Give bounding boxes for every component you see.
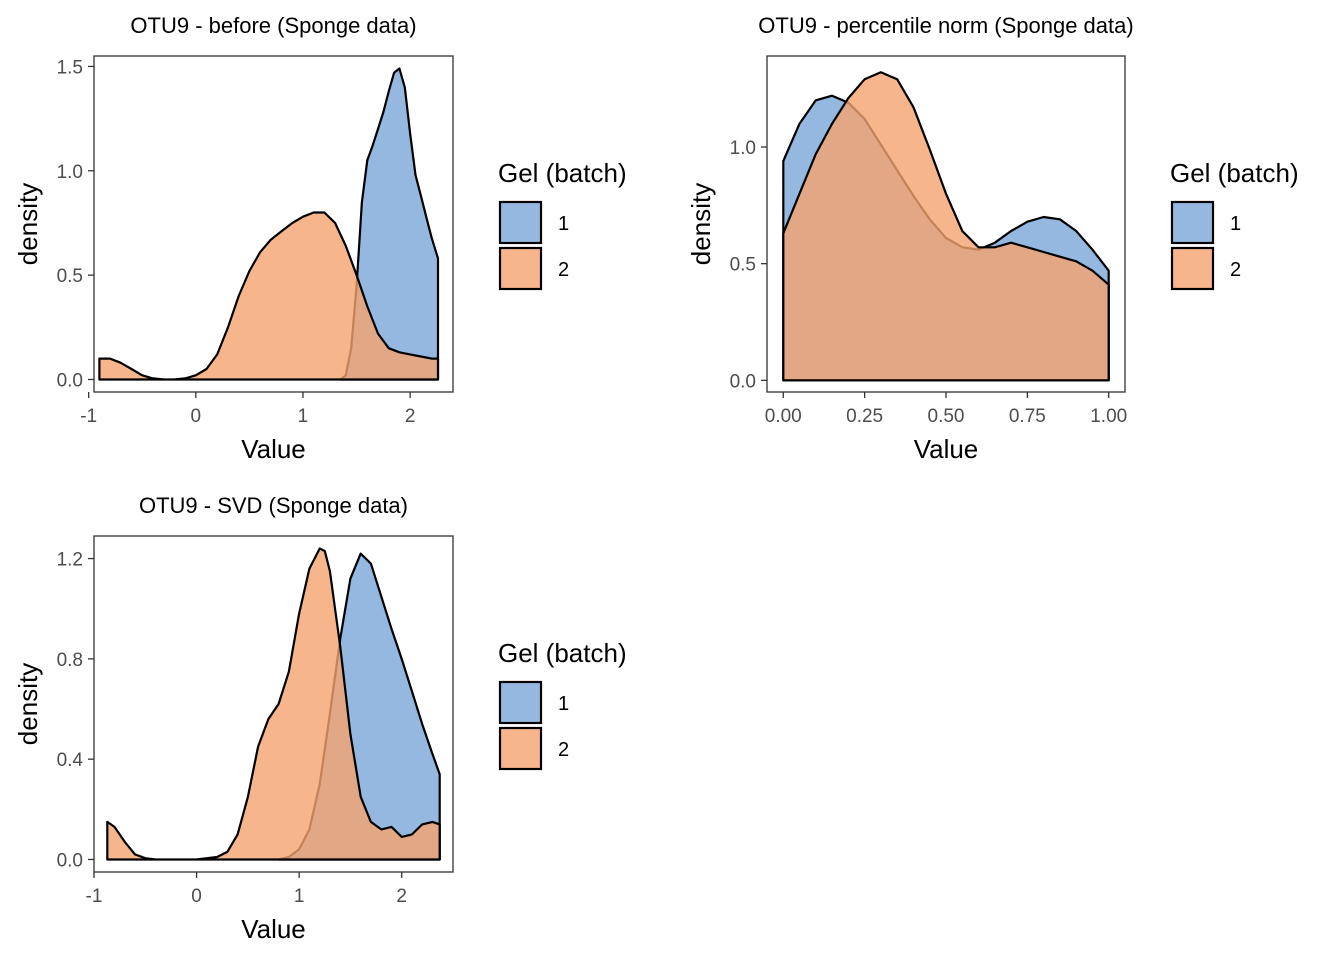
x-tick-label: 1 [298,406,309,427]
legend-label-2: 2 [558,259,569,281]
y-tick-label: 0.5 [730,255,756,276]
y-tick-label: 1.0 [730,138,756,159]
y-tick-label: 1.2 [57,550,83,571]
x-tick-label: 0.50 [928,406,965,427]
y-axis-label: density [13,663,43,745]
legend: Gel (batch) 1 2 [1170,158,1299,291]
legend: Gel (batch) 1 2 [498,638,627,771]
panel-title: OTU9 - percentile norm (Sponge data) [758,13,1133,38]
y-tick-label: 1.5 [57,57,83,78]
y-tick-label: 0.0 [57,850,83,871]
panel-border [93,535,454,873]
legend: Gel (batch) 1 2 [498,158,627,291]
legend-label-2: 2 [1230,259,1241,281]
y-tick-label: 0.0 [730,371,756,392]
x-axis-label: Value [241,914,306,944]
panel-title: OTU9 - before (Sponge data) [130,13,416,38]
density-panel-2: OTU9 - percentile norm (Sponge data)0.00… [686,13,1299,464]
x-tick-label: 0 [191,886,202,907]
density-area-batch-2 [98,211,440,381]
x-tick-label: 1.00 [1090,406,1127,427]
x-tick-label: -1 [80,406,97,427]
legend-label-1: 1 [558,213,569,235]
x-tick-label: -1 [86,886,103,907]
legend-key-1 [498,200,543,245]
legend-label-1: 1 [1230,213,1241,235]
legend-key-2 [498,726,543,771]
legend-title: Gel (batch) [498,158,627,188]
y-tick-label: 0.8 [57,650,83,671]
x-tick-label: 2 [396,886,407,907]
legend-key-1 [498,680,543,725]
x-tick-label: 0.25 [846,406,883,427]
legend-key-2 [498,246,543,291]
legend-key-2 [1170,246,1215,291]
panel-title: OTU9 - SVD (Sponge data) [139,493,408,518]
x-tick-label: 2 [405,406,416,427]
density-area-batch-2 [782,71,1110,382]
y-tick-label: 1.0 [57,162,83,183]
y-tick-label: 0.4 [57,750,84,771]
panel-border [93,55,454,393]
density-area-batch-2 [106,547,441,861]
x-axis-label: Value [914,434,979,464]
legend-label-1: 1 [558,693,569,715]
x-tick-label: 1 [294,886,305,907]
y-axis-label: density [686,183,716,265]
x-tick-label: 0.00 [765,406,802,427]
x-tick-label: 0.75 [1009,406,1046,427]
legend-title: Gel (batch) [1170,158,1299,188]
legend-key-1 [1170,200,1215,245]
legend-title: Gel (batch) [498,638,627,668]
x-axis-label: Value [241,434,306,464]
y-tick-label: 0.0 [57,370,83,391]
density-panel-1: OTU9 - before (Sponge data) -1 0 1 2 0.0 0.5 1.… [13,13,627,464]
x-tick-label: 0 [191,406,202,427]
y-tick-label: 0.5 [57,266,83,287]
y-axis-label: density [13,183,43,265]
density-panel-3: OTU9 - SVD (Sponge data) -1 0 1 2 0.0 0.4 0.8 1.… [13,493,627,944]
legend-label-2: 2 [558,739,569,761]
